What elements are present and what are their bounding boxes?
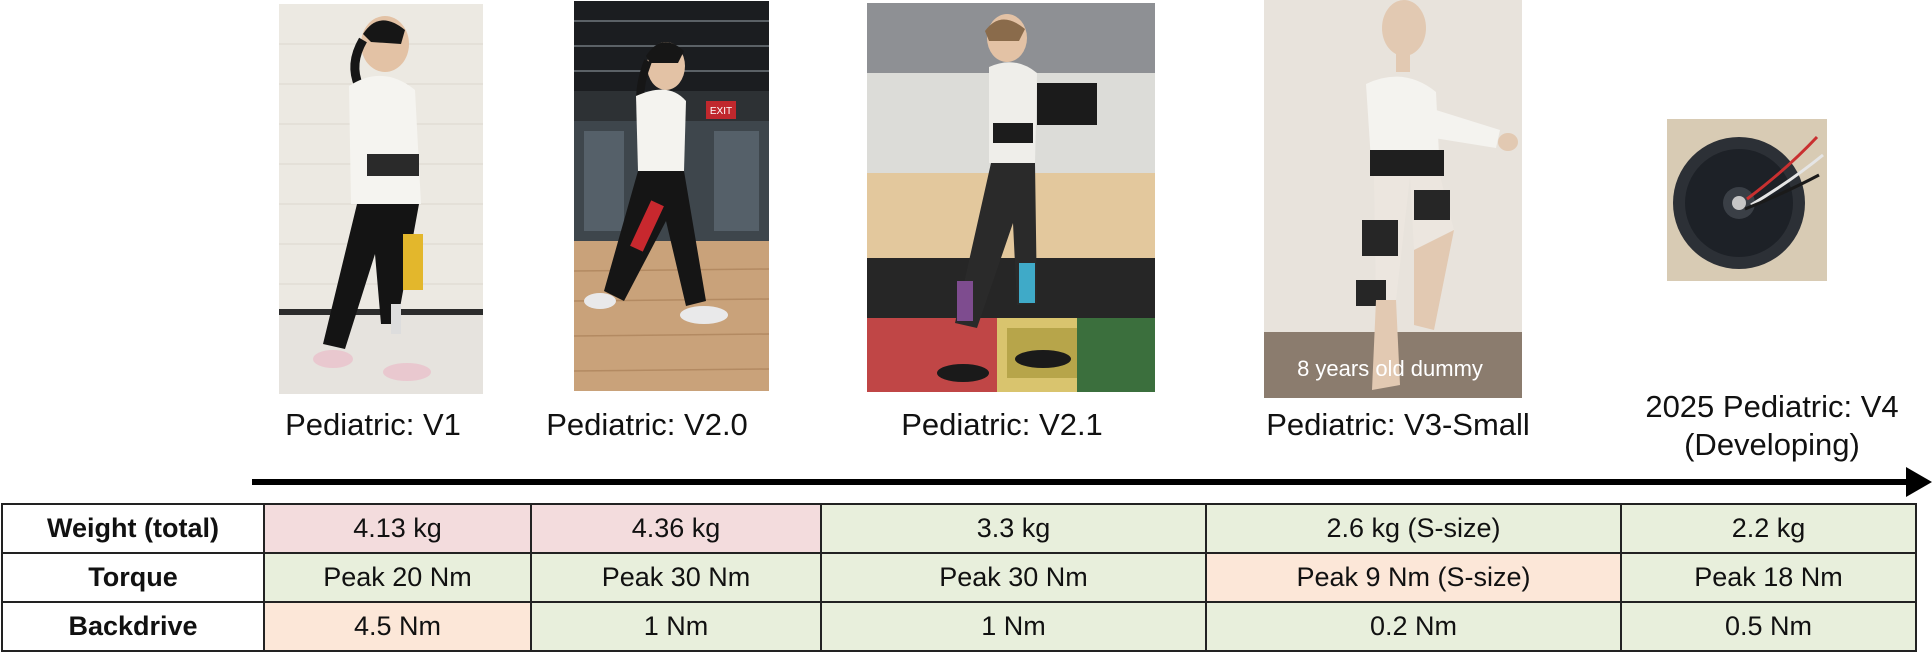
cell-torque-v4: Peak 18 Nm	[1620, 552, 1917, 603]
cell-weight-v4: 2.2 kg	[1620, 503, 1917, 554]
cell-torque-v2-0: Peak 30 Nm	[530, 552, 822, 603]
version-label-v4-line1: 2025 Pediatric: V4	[1645, 389, 1899, 424]
table-row-weight: Weight (total) 4.13 kg 4.36 kg 3.3 kg 2.…	[1, 503, 1917, 554]
version-label-v1: Pediatric: V1	[285, 407, 461, 442]
cell-torque-v2-1: Peak 30 Nm	[820, 552, 1207, 603]
timeline-arrow-head	[1906, 467, 1932, 497]
cell-backdrive-v2-1: 1 Nm	[820, 601, 1207, 652]
timeline-arrow-line	[252, 479, 1910, 485]
cell-backdrive-v2-0: 1 Nm	[530, 601, 822, 652]
photo-v1	[279, 4, 483, 394]
table-row-torque: Torque Peak 20 Nm Peak 30 Nm Peak 30 Nm …	[1, 552, 1917, 603]
version-label-v4-line2: (Developing)	[1684, 427, 1860, 462]
specs-table: Weight (total) 4.13 kg 4.36 kg 3.3 kg 2.…	[1, 503, 1917, 652]
row-header-weight: Weight (total)	[1, 503, 265, 554]
cell-weight-v3: 2.6 kg (S-size)	[1205, 503, 1622, 554]
photo-v2-1	[867, 3, 1155, 392]
version-label-v2-0: Pediatric: V2.0	[546, 407, 748, 442]
cell-weight-v1: 4.13 kg	[263, 503, 532, 554]
cell-torque-v1: Peak 20 Nm	[263, 552, 532, 603]
dummy-caption: 8 years old dummy	[1297, 356, 1483, 381]
cell-weight-v2-0: 4.36 kg	[530, 503, 822, 554]
cell-torque-v3: Peak 9 Nm (S-size)	[1205, 552, 1622, 603]
table-row-backdrive: Backdrive 4.5 Nm 1 Nm 1 Nm 0.2 Nm 0.5 Nm	[1, 601, 1917, 652]
version-label-v2-1: Pediatric: V2.1	[901, 407, 1103, 442]
cell-weight-v2-1: 3.3 kg	[820, 503, 1207, 554]
row-header-backdrive: Backdrive	[1, 601, 265, 652]
version-label-v3-small: Pediatric: V3-Small	[1266, 407, 1530, 442]
photo-v2-0: EXIT	[574, 1, 769, 391]
exit-sign: EXIT	[710, 106, 732, 117]
cell-backdrive-v1: 4.5 Nm	[263, 601, 532, 652]
row-header-torque: Torque	[1, 552, 265, 603]
cell-backdrive-v3: 0.2 Nm	[1205, 601, 1622, 652]
photo-v3-small	[1264, 0, 1522, 398]
cell-backdrive-v4: 0.5 Nm	[1620, 601, 1917, 652]
photo-v4-motor	[1667, 119, 1827, 281]
